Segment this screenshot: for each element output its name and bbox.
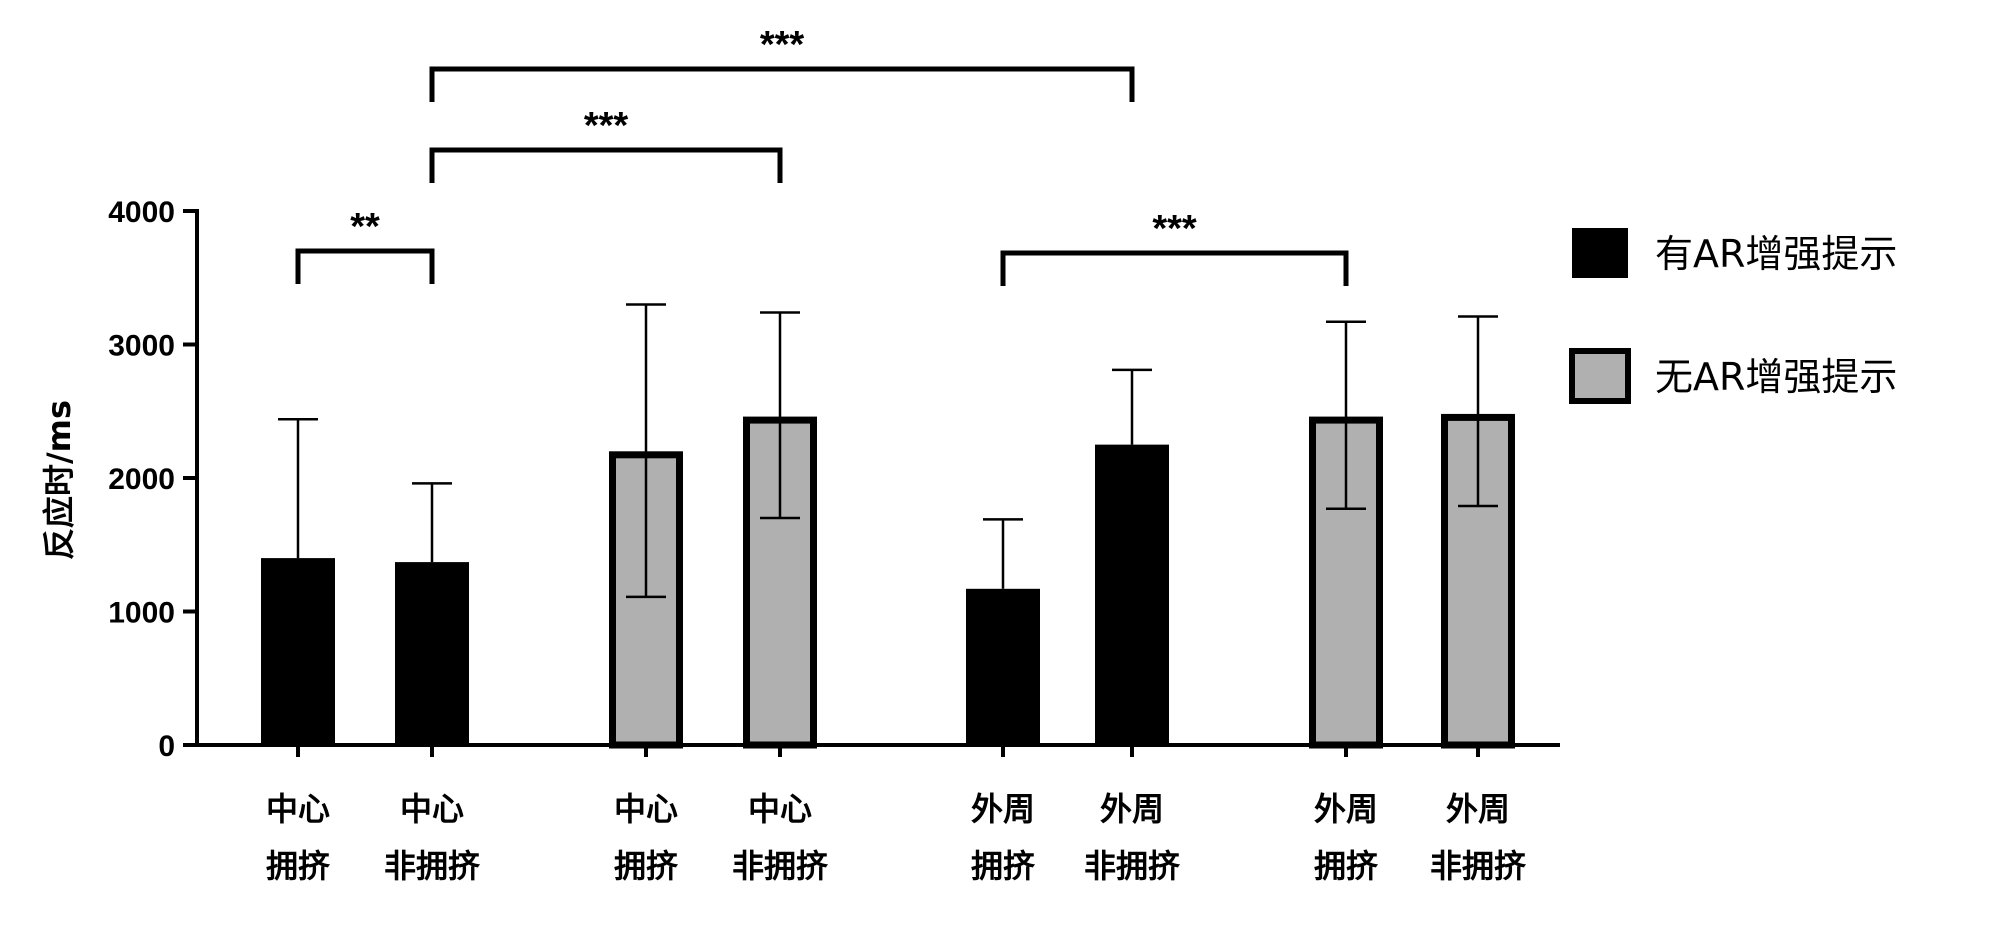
legend-swatch [1569, 348, 1631, 404]
significance-brackets: *********** [295, 24, 1349, 286]
x-tick-label: 中心 [266, 790, 330, 828]
y-tick-label: 1000 [108, 597, 175, 630]
x-tick-label: 拥挤 [1314, 847, 1379, 885]
x-tick-label: 中心 [748, 790, 812, 828]
bar [966, 588, 1040, 745]
y-tick-label: 2000 [108, 463, 175, 496]
x-tick-label: 拥挤 [614, 847, 679, 885]
y-axis-title: 反应时/ms [40, 400, 78, 560]
significance-bracket [1000, 250, 1349, 286]
legend-swatch [1572, 228, 1628, 278]
significance-bracket [429, 66, 1135, 102]
x-tick-label: 非拥挤 [1430, 847, 1527, 885]
x-tick-label: 中心 [400, 790, 464, 828]
x-tick-label: 拥挤 [971, 847, 1036, 885]
x-tick-label: 非拥挤 [732, 847, 829, 885]
significance-label: ** [350, 206, 380, 248]
bar [261, 558, 335, 745]
y-tick-label: 0 [158, 730, 175, 763]
x-tick-label: 外周 [1314, 790, 1378, 828]
x-tick-label: 拥挤 [266, 847, 331, 885]
significance-label: *** [760, 24, 805, 66]
x-tick-label: 中心 [614, 790, 678, 828]
significance-label: *** [584, 105, 629, 147]
y-tick-label: 3000 [108, 330, 175, 363]
x-tick-label: 非拥挤 [384, 847, 481, 885]
x-tick-label: 非拥挤 [1084, 847, 1181, 885]
bar [395, 562, 469, 745]
legend-label: 无AR增强提示 [1655, 355, 1897, 399]
x-tick-label: 外周 [1100, 790, 1164, 828]
legend-label: 有AR增强提示 [1655, 232, 1897, 276]
significance-label: *** [1152, 208, 1197, 250]
x-tick-label: 外周 [971, 790, 1035, 828]
significance-bracket [429, 147, 783, 183]
bar [1095, 444, 1169, 745]
x-tick-label: 外周 [1446, 790, 1510, 828]
significance-bracket [295, 248, 435, 284]
y-tick-label: 4000 [108, 196, 175, 229]
